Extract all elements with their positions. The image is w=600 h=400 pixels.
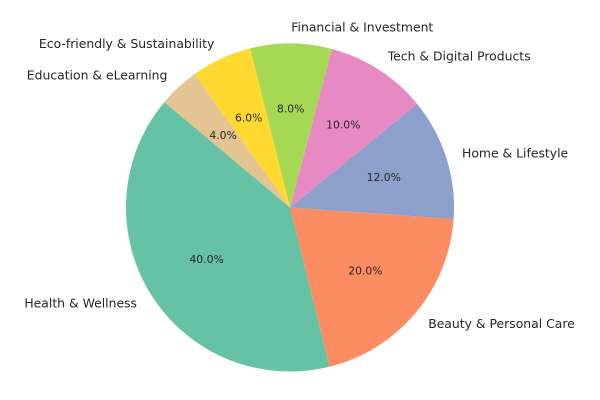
- pie-slice-home-lifestyle: [290, 103, 454, 219]
- percent-label-health-wellness: 40.0%: [189, 253, 223, 266]
- pie-slice-health-wellness: [125, 102, 330, 372]
- percent-label-eco-friendly-sustainability: 6.0%: [235, 112, 262, 125]
- category-label-education-elearning: Education & eLearning: [27, 68, 168, 83]
- category-label-beauty-personal-care: Beauty & Personal Care: [428, 316, 575, 331]
- percent-label-tech-digital-products: 10.0%: [326, 118, 360, 131]
- percent-label-education-elearning: 4.0%: [209, 129, 236, 142]
- percent-label-home-lifestyle: 12.0%: [367, 171, 401, 184]
- category-label-health-wellness: Health & Wellness: [24, 296, 137, 311]
- category-label-home-lifestyle: Home & Lifestyle: [462, 146, 568, 161]
- pie-slice-financial-investment: [250, 43, 332, 208]
- category-label-financial-investment: Financial & Investment: [291, 20, 433, 35]
- percent-label-beauty-personal-care: 20.0%: [348, 264, 382, 277]
- pie-slice-tech-digital-products: [290, 48, 418, 208]
- category-label-eco-friendly-sustainability: Eco-friendly & Sustainability: [39, 36, 214, 51]
- pie-slice-beauty-personal-care: [290, 207, 454, 367]
- category-label-tech-digital-products: Tech & Digital Products: [387, 48, 531, 63]
- pie-slice-education-elearning: [164, 74, 290, 208]
- pie-slice-eco-friendly-sustainability: [194, 48, 290, 208]
- percent-label-financial-investment: 8.0%: [277, 103, 304, 116]
